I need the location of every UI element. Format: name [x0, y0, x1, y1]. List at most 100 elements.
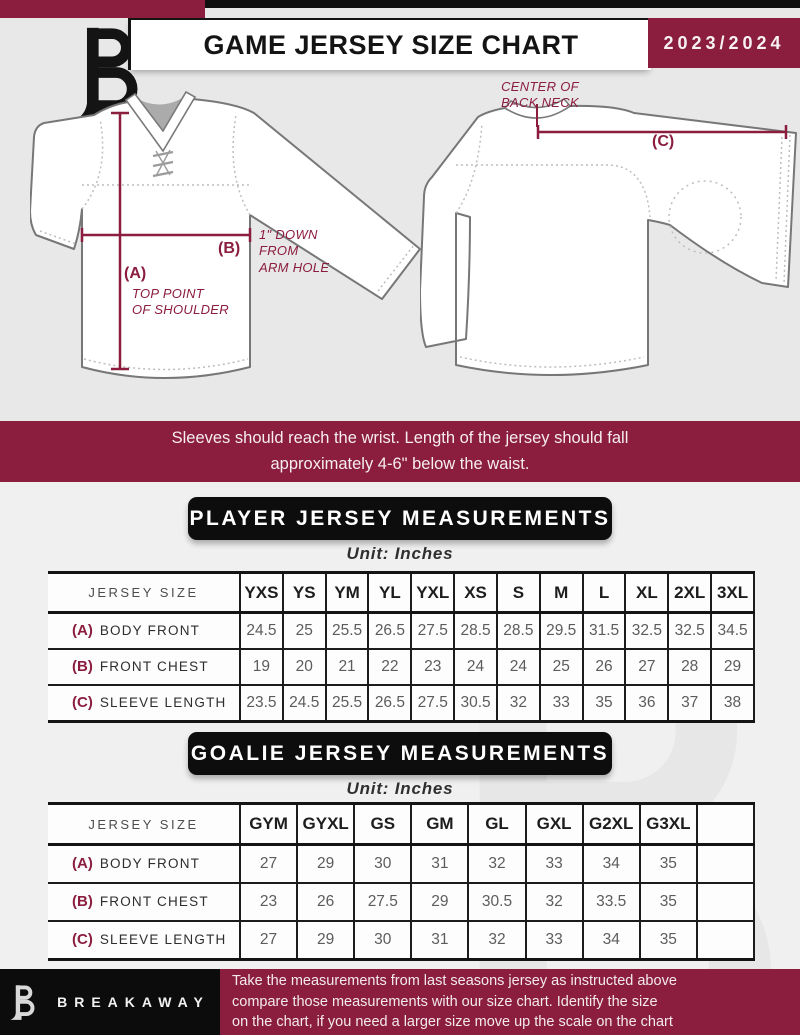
measurement-value-cell: 31.5 [581, 612, 626, 650]
measurement-value-cell: 32 [467, 844, 526, 884]
size-column-header [695, 803, 756, 846]
measurement-value-cell: 27 [238, 844, 298, 884]
maroon-accent-bar [0, 0, 205, 18]
size-column-header: G2XL [581, 803, 640, 846]
measurement-line-c [536, 104, 788, 139]
measurement-value-cell: 28.5 [495, 612, 540, 650]
goalie-banner-text: GOALIE JERSEY MEASUREMENTS [190, 741, 610, 765]
size-column-header: GYXL [296, 803, 355, 846]
measurement-value-cell: 29 [710, 649, 755, 686]
measure-label: FRONT CHEST [99, 659, 209, 674]
table-header-row: JERSEY SIZE GYM GYXL GS GM GL GXL G2XL G3XL [48, 803, 756, 846]
measurement-line-a [111, 111, 129, 371]
measurement-value-cell: 30.5 [467, 883, 526, 922]
measurement-value-cell: 27.5 [410, 685, 455, 723]
measurement-value-cell: 30 [353, 844, 412, 884]
size-column-header: G3XL [638, 803, 697, 846]
page-title: GAME JERSEY SIZE CHART [128, 18, 651, 70]
black-accent-bar [205, 0, 800, 8]
measurement-value-cell: 29.5 [538, 612, 583, 650]
size-column-header: L [581, 572, 626, 614]
measurement-row: (C) SLEEVE LENGTH 23.5 24.5 25.5 26.5 27.5 30.5… [48, 685, 755, 723]
size-column-header: 2XL [667, 572, 712, 614]
season-badge-text: 2023/2024 [663, 32, 785, 53]
goalie-measurements-banner: GOALIE JERSEY MEASUREMENTS [188, 732, 612, 775]
jersey-size-header: JERSEY SIZE [48, 803, 240, 846]
front-neck-opening [134, 95, 187, 137]
measurement-value-cell: 35 [638, 844, 697, 884]
goalie-unit-label: Unit: Inches [346, 779, 454, 798]
measurement-value-cell: 30 [353, 921, 412, 961]
footer-instructions-text: Take the measurements from last seasons … [232, 973, 677, 1031]
front-jersey-diagram [30, 90, 421, 379]
label-c: (C) [652, 133, 675, 150]
table-header-row: JERSEY SIZE YXS YS YM YL YXL XS S M L XL 2XL 3XL [48, 572, 755, 614]
back-jersey-body [420, 104, 797, 376]
size-column-header: GL [467, 803, 526, 846]
measurement-value-cell: 32 [524, 883, 583, 922]
breakaway-footer-logo-icon [10, 985, 35, 1020]
measurement-value-cell: 38 [710, 685, 755, 723]
measurement-value-cell: 25.5 [324, 612, 369, 650]
front-jersey-body [30, 98, 421, 379]
measurement-row: (C) SLEEVE LENGTH 27 29 30 31 32 33 34 35 [48, 921, 756, 961]
measurement-value-cell: 34.5 [710, 612, 755, 650]
jersey-size-header: JERSEY SIZE [48, 572, 240, 614]
measurement-value-cell: 22 [367, 649, 412, 686]
player-measurements-banner: PLAYER JERSEY MEASUREMENTS [188, 497, 612, 540]
footer-brand-block: BREAKAWAY [0, 969, 220, 1035]
measurement-value-cell: 29 [410, 883, 469, 922]
measurement-value-cell: 29 [296, 844, 355, 884]
measure-key: (A) [72, 622, 93, 639]
measurement-value-cell: 31 [410, 844, 469, 884]
measurement-value-cell: 24.5 [281, 685, 326, 723]
measure-key: (A) [72, 855, 93, 872]
footer-instructions: Take the measurements from last seasons … [220, 969, 800, 1035]
size-column-header: GM [410, 803, 469, 846]
season-badge: 2023/2024 [648, 18, 800, 68]
measurement-value-cell: 29 [296, 921, 355, 961]
size-column-header: GS [353, 803, 412, 846]
arm-hole-note: 1" DOWN FROM ARM HOLE [259, 227, 330, 275]
measure-label: BODY FRONT [99, 856, 201, 871]
label-a: (A) [124, 265, 147, 282]
measurement-value-cell [695, 921, 756, 961]
measurement-value-cell: 33.5 [581, 883, 640, 922]
footer-brand-text: BREAKAWAY [57, 994, 210, 1010]
center-of-back-neck-note: CENTER OF BACK NECK [501, 79, 579, 111]
measurement-value-cell: 24 [453, 649, 497, 686]
goalie-measurements-table: JERSEY SIZE GYM GYXL GS GM GL GXL G2XL G3XL (A) BO… [48, 802, 756, 961]
measurement-row-label: (A) BODY FRONT [48, 612, 240, 650]
measure-label: BODY FRONT [99, 623, 201, 638]
measurement-value-cell: 24 [495, 649, 540, 686]
measurement-value-cell: 27 [624, 649, 669, 686]
measurement-value-cell: 23.5 [239, 685, 283, 723]
measurement-row-label: (C) SLEEVE LENGTH [48, 921, 240, 961]
size-column-header: GXL [524, 803, 583, 846]
label-b: (B) [218, 240, 241, 257]
measurement-value-cell: 32 [495, 685, 540, 723]
measurement-value-cell: 37 [667, 685, 712, 723]
size-column-header: 3XL [710, 572, 755, 614]
measurement-value-cell: 21 [324, 649, 369, 686]
front-collar [124, 90, 197, 153]
size-column-header: M [538, 572, 583, 614]
measurement-value-cell: 33 [524, 921, 583, 961]
measurement-value-cell: 20 [281, 649, 326, 686]
measurement-value-cell: 26.5 [367, 685, 412, 723]
back-jersey-diagram [420, 97, 797, 376]
measurement-row-label: (C) SLEEVE LENGTH [48, 685, 240, 723]
measurement-row: (A) BODY FRONT 24.5 25 25.5 26.5 27.5 28.5 28.5 2… [48, 612, 755, 650]
measurement-row: (A) BODY FRONT 27 29 30 31 32 33 34 35 [48, 844, 756, 884]
player-unit-label: Unit: Inches [346, 544, 454, 563]
measurement-value-cell: 28.5 [453, 612, 497, 650]
measurement-value-cell: 25.5 [324, 685, 369, 723]
measure-label: FRONT CHEST [99, 894, 209, 909]
size-column-header: YXL [410, 572, 455, 614]
measurement-value-cell: 33 [538, 685, 583, 723]
measurement-value-cell: 26.5 [367, 612, 412, 650]
measurement-value-cell: 25 [538, 649, 583, 686]
measure-key: (B) [72, 658, 93, 675]
size-column-header: YS [281, 572, 326, 614]
